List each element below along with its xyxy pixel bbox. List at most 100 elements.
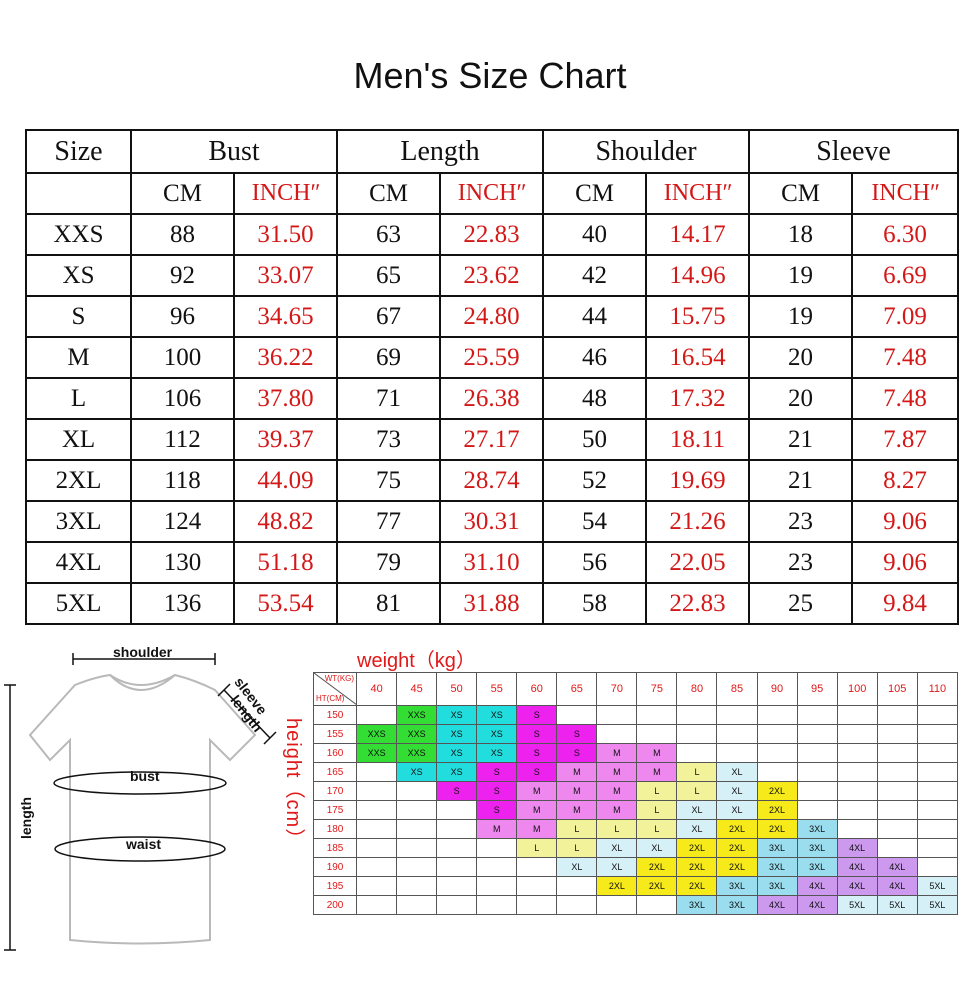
inch-value: 9.06 <box>851 500 960 543</box>
inch-value: 31.88 <box>439 582 545 625</box>
inch-value: 23.62 <box>439 254 545 297</box>
cm-value: 19 <box>748 295 854 338</box>
cm-value: 46 <box>542 336 648 379</box>
size-grid-cell <box>796 724 838 744</box>
size-grid-cell <box>356 762 398 782</box>
size-grid-cell <box>356 895 398 915</box>
group-header: Length <box>336 129 545 174</box>
inch-value: 8.27 <box>851 459 960 502</box>
inch-value: 9.84 <box>851 582 960 625</box>
size-grid-cell: L <box>676 781 718 801</box>
size-grid-cell <box>356 838 398 858</box>
size-grid-cell: 2XL <box>756 819 798 839</box>
grid-row: 180 M M L L L XL 2XL 2XL 3XL <box>312 819 959 839</box>
size-grid-cell: M <box>516 819 558 839</box>
inch-value: 7.09 <box>851 295 960 338</box>
length-label: length <box>18 797 34 839</box>
cm-value: 75 <box>336 459 442 502</box>
weight-header: 80 <box>676 672 718 706</box>
size-grid-cell: 4XL <box>836 838 878 858</box>
size-grid-cell: 5XL <box>916 895 959 915</box>
cm-value: 96 <box>130 295 235 338</box>
inch-value: 44.09 <box>232 459 339 502</box>
size-grid-cell: L <box>516 838 558 858</box>
size-grid-cell <box>356 781 398 801</box>
cm-value: 106 <box>130 377 235 420</box>
height-axis-label: height（cm） <box>282 718 304 850</box>
size-grid-cell <box>676 705 718 725</box>
size-grid-cell: XS <box>476 705 518 725</box>
unit-cm: CM <box>748 172 854 215</box>
group-header: Sleeve <box>748 129 960 174</box>
cm-value: 23 <box>748 500 854 543</box>
size-grid-cell: 4XL <box>756 895 798 915</box>
grid-row: 195 2XL 2XL 2XL 3XL 3XL 4XL 4XL 4XL 5XL <box>312 876 959 896</box>
size-grid-cell: S <box>516 705 558 725</box>
size-grid-cell: 3XL <box>716 895 758 915</box>
size-grid-cell: 2XL <box>596 876 638 896</box>
weight-header: 105 <box>876 672 918 706</box>
size-grid-cell: XXS <box>396 705 438 725</box>
cm-value: 18 <box>748 213 854 256</box>
size-grid-cell <box>396 876 438 896</box>
weight-header: 65 <box>556 672 598 706</box>
size-grid-cell <box>676 743 718 763</box>
size-grid-cell <box>676 724 718 744</box>
inch-value: 22.83 <box>645 582 751 625</box>
unit-inch: INCHʺ <box>232 172 339 215</box>
size-row: M 100 36.22 69 25.59 46 16.54 20 7.48 <box>25 336 960 379</box>
size-grid-cell <box>716 705 758 725</box>
size-grid-cell: 2XL <box>716 857 758 877</box>
inch-value: 14.96 <box>645 254 751 297</box>
height-header: 190 <box>312 857 358 877</box>
size-grid-cell: XL <box>636 838 678 858</box>
size-grid-cell <box>596 895 638 915</box>
size-grid-cell: 4XL <box>836 857 878 877</box>
unit-inch: INCHʺ <box>851 172 960 215</box>
grid-row: 190 XL XL 2XL 2XL 2XL 3XL 3XL 4XL 4XL <box>312 857 959 877</box>
size-grid-cell <box>436 838 478 858</box>
size-grid-cell: L <box>636 781 678 801</box>
size-grid-cell <box>876 705 918 725</box>
cm-value: 25 <box>748 582 854 625</box>
size-grid-cell <box>476 838 518 858</box>
inch-value: 53.54 <box>232 582 339 625</box>
cm-value: 118 <box>130 459 235 502</box>
tshirt-outline <box>4 653 277 951</box>
cm-value: 69 <box>336 336 442 379</box>
size-grid-cell: S <box>476 762 518 782</box>
size-grid-cell <box>476 895 518 915</box>
height-header: 185 <box>312 838 358 858</box>
weight-height-grid: WT(KG) HT(CM) 40 45 50 55 60 65 70 75 80 85 90 95 100 1… <box>312 672 959 915</box>
inch-value: 24.80 <box>439 295 545 338</box>
grid-row: 150 XXS XS XS S <box>312 705 959 725</box>
size-grid-cell <box>796 762 838 782</box>
inch-value: 16.54 <box>645 336 751 379</box>
weight-header: 45 <box>396 672 438 706</box>
size-grid-cell <box>836 705 878 725</box>
cm-value: 81 <box>336 582 442 625</box>
size-grid-cell: M <box>516 781 558 801</box>
group-header: Shoulder <box>542 129 751 174</box>
grid-row: 160 XXS XXS XS XS S S M M <box>312 743 959 763</box>
inch-value: 18.11 <box>645 418 751 461</box>
size-grid-cell <box>916 743 959 763</box>
inch-value: 31.50 <box>232 213 339 256</box>
size-grid-cell <box>876 724 918 744</box>
height-header: 155 <box>312 724 358 744</box>
size-grid-cell: M <box>596 781 638 801</box>
chart-title: Men's Size Chart <box>353 55 627 96</box>
size-grid-cell: XL <box>716 800 758 820</box>
size-grid-cell <box>716 743 758 763</box>
grid-row: 175 S M M M L XL XL 2XL <box>312 800 959 820</box>
size-grid-cell: 2XL <box>676 838 718 858</box>
height-header: 170 <box>312 781 358 801</box>
size-grid-cell: XS <box>436 705 478 725</box>
size-grid-cell: 4XL <box>796 895 838 915</box>
inch-value: 37.80 <box>232 377 339 420</box>
size-grid-cell <box>876 743 918 763</box>
size-grid-cell <box>556 705 598 725</box>
size-grid-cell: M <box>516 800 558 820</box>
weight-header: 90 <box>756 672 798 706</box>
inch-value: 36.22 <box>232 336 339 379</box>
